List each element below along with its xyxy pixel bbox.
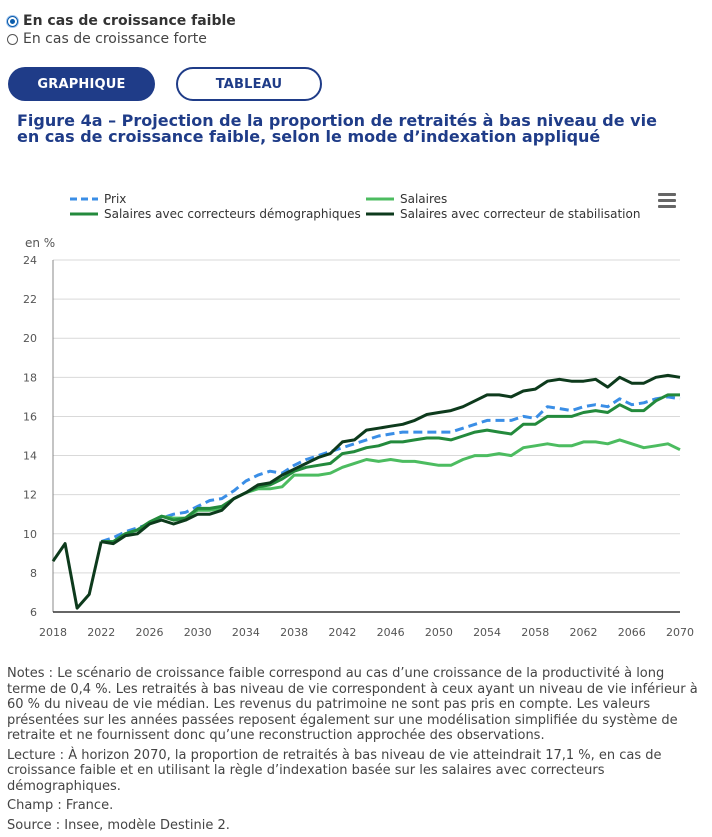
x-tick-label-2054: 2054 [473, 626, 501, 639]
x-tick-label-2070: 2070 [666, 626, 694, 639]
lecture-text: Lecture : À horizon 2070, la proportion … [7, 747, 662, 794]
y-tick-label-24: 24 [23, 254, 37, 267]
y-tick-label-6: 6 [30, 606, 37, 619]
figure-title: Figure 4a – Projection de la proportion … [17, 111, 657, 146]
option-croissance-faible[interactable]: En cas de croissance faible [7, 13, 236, 29]
series-line-corr_stab [100, 373, 681, 546]
x-tick-label-2018: 2018 [39, 626, 67, 639]
option-croissance-forte[interactable]: En cas de croissance forte [7, 31, 207, 47]
legend-label-corr-demo: Salaires avec correcteurs démographiques [104, 207, 361, 221]
y-unit-label: en % [25, 236, 56, 250]
option-forte-label: En cas de croissance forte [23, 31, 207, 47]
y-tick-label-16: 16 [23, 410, 37, 423]
notes-text: Notes : Le scénario de croissance faible… [7, 666, 698, 743]
legend-label-corr-stab: Salaires avec correcteur de stabilisatio… [400, 207, 641, 221]
y-tick-label-8: 8 [30, 567, 37, 580]
x-tick-label-2042: 2042 [328, 626, 356, 639]
legend-label-salaires: Salaires [400, 192, 448, 206]
chart-menu-icon[interactable] [658, 193, 676, 208]
x-tick-label-2022: 2022 [87, 626, 115, 639]
legend-swatch-corr-stab [366, 212, 394, 216]
x-tick-label-2030: 2030 [184, 626, 212, 639]
x-tick-label-2046: 2046 [377, 626, 405, 639]
tableau-button[interactable]: TABLEAU [176, 67, 322, 101]
y-tick-label-20: 20 [23, 332, 37, 345]
series-line-historical [51, 541, 103, 610]
x-tick-label-2050: 2050 [425, 626, 453, 639]
radio-unselected[interactable] [7, 33, 18, 45]
notes-block: Notes : Le scénario de croissance faible… [7, 666, 707, 837]
option-faible-label: En cas de croissance faible [23, 13, 236, 29]
x-tick-label-2026: 2026 [135, 626, 163, 639]
legend-swatch-salaires [366, 197, 394, 201]
x-tick-label-2058: 2058 [521, 626, 549, 639]
legend-label-prix: Prix [104, 192, 127, 206]
legend-item-corr-stab[interactable]: Salaires avec correcteur de stabilisatio… [366, 207, 640, 221]
graphique-button[interactable]: GRAPHIQUE [8, 67, 155, 101]
y-tick-label-14: 14 [23, 450, 37, 463]
x-tick-label-2038: 2038 [280, 626, 308, 639]
radio-selected[interactable] [7, 15, 18, 27]
legend-swatch-corr-demo [70, 212, 98, 216]
champ-text: Champ : France. [7, 798, 114, 813]
series-line-corr_demo [101, 393, 680, 544]
series-line-prix [100, 395, 681, 544]
x-tick-label-2062: 2062 [570, 626, 598, 639]
legend-item-corr-demo[interactable]: Salaires avec correcteurs démographiques [70, 207, 361, 221]
x-tick-label-2066: 2066 [618, 626, 646, 639]
y-tick-label-10: 10 [23, 528, 37, 541]
y-tick-label-12: 12 [23, 489, 37, 502]
x-tick-label-2034: 2034 [232, 626, 260, 639]
y-tick-label-22: 22 [23, 293, 37, 306]
y-tick-label-18: 18 [23, 371, 37, 384]
legend-item-salaires[interactable]: Salaires [366, 192, 447, 206]
legend-swatch-prix [70, 197, 98, 201]
legend-item-prix[interactable]: Prix [70, 192, 126, 206]
source-text: Source : Insee, modèle Destinie 2. [7, 817, 230, 833]
